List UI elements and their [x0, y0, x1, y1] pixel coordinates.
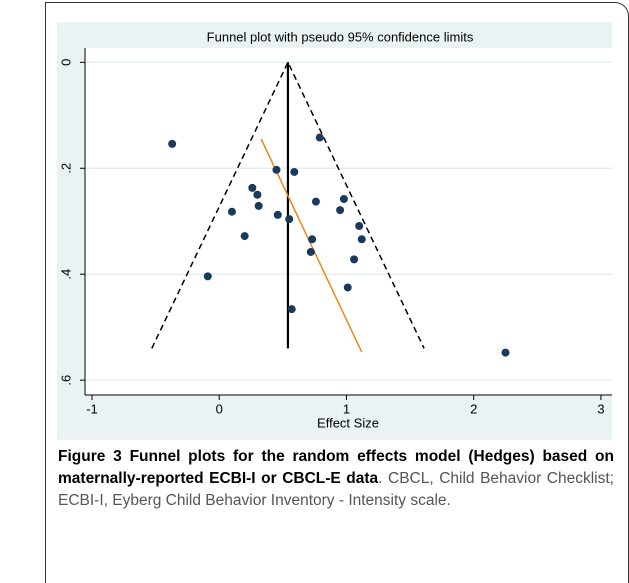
chart-title: Funnel plot with pseudo 95% confidence l… [207, 29, 474, 44]
point [227, 207, 236, 216]
y-tick-label: .2 [58, 163, 73, 174]
y-tick-label: .6 [58, 375, 73, 386]
x-tick-label: 0 [216, 401, 223, 416]
point [254, 201, 263, 210]
point [343, 283, 352, 292]
point [168, 139, 177, 148]
x-tick-label: 1 [343, 401, 350, 416]
reference-line [260, 138, 363, 353]
point [203, 272, 212, 281]
point [308, 235, 317, 244]
point [272, 165, 281, 174]
point [248, 183, 257, 192]
point [315, 133, 324, 142]
plot-area [85, 48, 612, 395]
point [273, 210, 282, 219]
point [290, 167, 299, 176]
reference-line [151, 60, 425, 349]
x-tick-label: 2 [470, 401, 477, 416]
point [306, 247, 315, 256]
page: Funnel plot with pseudo 95% confidence l… [45, 2, 629, 583]
y-tick-label: .4 [58, 269, 73, 280]
point [253, 190, 262, 199]
point [285, 215, 294, 224]
point [501, 348, 510, 357]
x-tick-label: -1 [86, 401, 98, 416]
point [355, 222, 364, 231]
caption: Figure 3 Funnel plots for the random eff… [58, 446, 614, 512]
point [336, 206, 345, 215]
y-tick-label: 0 [58, 59, 73, 66]
point [357, 235, 366, 244]
point [350, 255, 359, 264]
x-tick-label: 3 [597, 401, 604, 416]
caption-title: Figure 3 Funnel plots for the random eff… [58, 448, 614, 487]
caption-text: . CBCL, Child Behavior Checklist; ECBI-I… [58, 470, 614, 509]
point [240, 232, 249, 241]
x-axis-label: Effect Size [317, 415, 379, 430]
chart: Funnel plot with pseudo 95% confidence l… [57, 22, 612, 440]
point [339, 194, 348, 203]
point [287, 305, 296, 314]
point [311, 197, 320, 206]
